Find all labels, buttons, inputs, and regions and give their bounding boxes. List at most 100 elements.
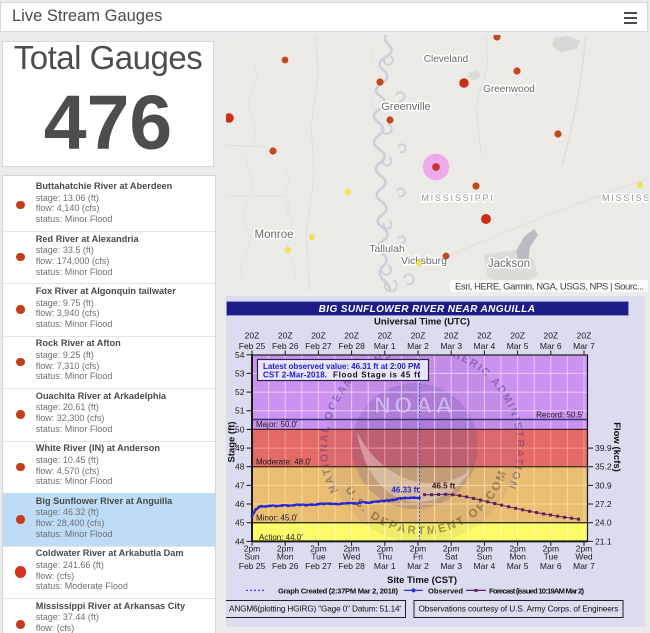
svg-text:Forecast (issued 10:19AM Mar 2: Forecast (issued 10:19AM Mar 2) bbox=[489, 586, 584, 595]
svg-text:Minor: 45.0': Minor: 45.0' bbox=[256, 514, 298, 523]
svg-text:Tallulah: Tallulah bbox=[369, 243, 405, 255]
svg-text:2pm: 2pm bbox=[543, 544, 560, 554]
svg-text:39.9: 39.9 bbox=[595, 443, 612, 453]
svg-text:Universal Time (UTC): Universal Time (UTC) bbox=[374, 317, 470, 328]
svg-text:20Z: 20Z bbox=[577, 331, 592, 341]
svg-text:Wed: Wed bbox=[575, 552, 593, 562]
svg-text:Feb 25: Feb 25 bbox=[239, 341, 266, 351]
svg-text:Moderate: 48.0': Moderate: 48.0' bbox=[256, 458, 312, 467]
svg-text:Cleveland: Cleveland bbox=[424, 54, 468, 65]
svg-text:Feb 27: Feb 27 bbox=[305, 561, 332, 571]
svg-text:Mar 4: Mar 4 bbox=[474, 341, 496, 351]
svg-text:Vicksburg: Vicksburg bbox=[401, 255, 447, 267]
svg-text:Site Time (CST): Site Time (CST) bbox=[387, 575, 457, 586]
svg-text:MISSISSIPPI: MISSISSIPPI bbox=[421, 193, 494, 203]
svg-text:2pm: 2pm bbox=[410, 544, 427, 554]
svg-text:2pm: 2pm bbox=[343, 544, 360, 554]
svg-text:Fri: Fri bbox=[413, 552, 423, 562]
svg-text:Mar 2: Mar 2 bbox=[407, 341, 429, 351]
svg-text:BIG SUNFLOWER RIVER NEAR ANGUI: BIG SUNFLOWER RIVER NEAR ANGUILLA bbox=[319, 304, 536, 315]
svg-text:Greenville: Greenville bbox=[381, 101, 431, 113]
svg-text:Mar 1: Mar 1 bbox=[374, 341, 396, 351]
svg-text:20Z: 20Z bbox=[245, 331, 260, 341]
svg-text:Feb 26: Feb 26 bbox=[272, 341, 299, 351]
svg-text:Jackson: Jackson bbox=[488, 258, 530, 270]
svg-text:20Z: 20Z bbox=[444, 331, 459, 341]
svg-text:20Z: 20Z bbox=[311, 331, 326, 341]
svg-text:Sun: Sun bbox=[477, 552, 492, 562]
svg-text:48: 48 bbox=[235, 462, 245, 472]
svg-text:Tue: Tue bbox=[311, 552, 326, 562]
svg-text:Mar 1: Mar 1 bbox=[374, 561, 396, 571]
svg-text:Esri, HERE, Garmin, NGA, USGS,: Esri, HERE, Garmin, NGA, USGS, NPS | Sou… bbox=[455, 282, 644, 293]
svg-text:30.9: 30.9 bbox=[595, 480, 612, 490]
svg-text:47: 47 bbox=[235, 480, 245, 490]
svg-text:Feb 26: Feb 26 bbox=[272, 561, 299, 571]
svg-text:20Z: 20Z bbox=[510, 331, 525, 341]
svg-text:Monroe: Monroe bbox=[255, 229, 294, 241]
svg-text:20Z: 20Z bbox=[411, 331, 426, 341]
svg-text:20Z: 20Z bbox=[477, 331, 492, 341]
svg-text:NOAA: NOAA bbox=[374, 392, 456, 418]
svg-text:Flood Stage is 45 ft: Flood Stage is 45 ft bbox=[333, 371, 420, 380]
svg-text:52: 52 bbox=[235, 387, 245, 397]
svg-text:Mar 3: Mar 3 bbox=[440, 341, 462, 351]
svg-text:Observations courtesy of U.S.: Observations courtesy of U.S. Army Corps… bbox=[419, 605, 619, 614]
svg-text:Wed: Wed bbox=[343, 552, 361, 562]
svg-text:2pm: 2pm bbox=[244, 544, 261, 554]
svg-text:Latest observed value: 46.31: Latest observed value: 46.31 ft at 2:00 … bbox=[263, 362, 420, 371]
svg-text:20Z: 20Z bbox=[344, 331, 359, 341]
svg-text:Mar 4: Mar 4 bbox=[474, 561, 496, 571]
svg-text:Tue: Tue bbox=[544, 552, 559, 562]
svg-text:2pm: 2pm bbox=[277, 544, 294, 554]
svg-text:2pm: 2pm bbox=[377, 544, 394, 554]
svg-text:20Z: 20Z bbox=[543, 331, 558, 341]
svg-text:Mar 3: Mar 3 bbox=[440, 561, 462, 571]
svg-text:2pm: 2pm bbox=[443, 544, 460, 554]
svg-text:54: 54 bbox=[235, 350, 245, 360]
svg-text:24.0: 24.0 bbox=[595, 518, 612, 528]
svg-text:Sat: Sat bbox=[445, 552, 458, 562]
svg-text:Feb 28: Feb 28 bbox=[338, 561, 365, 571]
svg-text:Mar 6: Mar 6 bbox=[540, 561, 562, 571]
svg-text:Mon: Mon bbox=[277, 552, 294, 562]
svg-text:44: 44 bbox=[235, 536, 245, 546]
svg-text:MISSISSIPPI: MISSISSIPPI bbox=[602, 193, 648, 203]
svg-text:46: 46 bbox=[235, 499, 245, 509]
svg-text:Stage (ft): Stage (ft) bbox=[227, 421, 238, 462]
svg-text:50: 50 bbox=[235, 424, 245, 434]
svg-text:Greenwood: Greenwood bbox=[483, 84, 535, 95]
svg-text:Sun: Sun bbox=[244, 552, 259, 562]
svg-text:Mar 5: Mar 5 bbox=[507, 341, 529, 351]
svg-text:Feb 25: Feb 25 bbox=[239, 561, 266, 571]
svg-text:2pm: 2pm bbox=[310, 544, 327, 554]
svg-text:20Z: 20Z bbox=[278, 331, 293, 341]
svg-text:Graph Created (2:37PM Mar 2, 2: Graph Created (2:37PM Mar 2, 2018) bbox=[278, 586, 398, 595]
svg-text:Thu: Thu bbox=[377, 552, 392, 562]
svg-text:Action: 44.0': Action: 44.0' bbox=[259, 533, 303, 542]
svg-text:2pm: 2pm bbox=[476, 544, 493, 554]
svg-text:Feb 28: Feb 28 bbox=[338, 341, 365, 351]
svg-text:53: 53 bbox=[235, 368, 245, 378]
svg-text:Mar 7: Mar 7 bbox=[573, 341, 595, 351]
svg-text:Flow (kcfs): Flow (kcfs) bbox=[611, 422, 622, 472]
svg-text:45: 45 bbox=[235, 518, 245, 528]
svg-text:49: 49 bbox=[235, 443, 245, 453]
svg-text:46.5 ft: 46.5 ft bbox=[432, 482, 455, 491]
svg-text:Major: 50.0': Major: 50.0' bbox=[256, 420, 298, 429]
svg-text:Mar 5: Mar 5 bbox=[507, 561, 529, 571]
svg-text:Feb 27: Feb 27 bbox=[305, 341, 332, 351]
svg-text:21.1: 21.1 bbox=[595, 536, 612, 546]
svg-text:Record: 50.5': Record: 50.5' bbox=[536, 411, 584, 420]
svg-text:2pm: 2pm bbox=[576, 544, 593, 554]
svg-text:Mar 7: Mar 7 bbox=[573, 561, 595, 571]
svg-text:Mar 6: Mar 6 bbox=[540, 341, 562, 351]
svg-text:CST 2-Mar-2018.: CST 2-Mar-2018. bbox=[263, 371, 327, 380]
svg-text:Observed: Observed bbox=[428, 586, 463, 595]
svg-text:35.2: 35.2 bbox=[595, 462, 612, 472]
svg-text:27.2: 27.2 bbox=[595, 499, 612, 509]
svg-text:Mon: Mon bbox=[509, 552, 526, 562]
svg-text:46.33 ft: 46.33 ft bbox=[391, 486, 419, 495]
svg-text:ANGM6(plotting HGIRG) "Gage 0": ANGM6(plotting HGIRG) "Gage 0" Datum: 51… bbox=[229, 605, 401, 614]
svg-text:51: 51 bbox=[235, 406, 245, 416]
